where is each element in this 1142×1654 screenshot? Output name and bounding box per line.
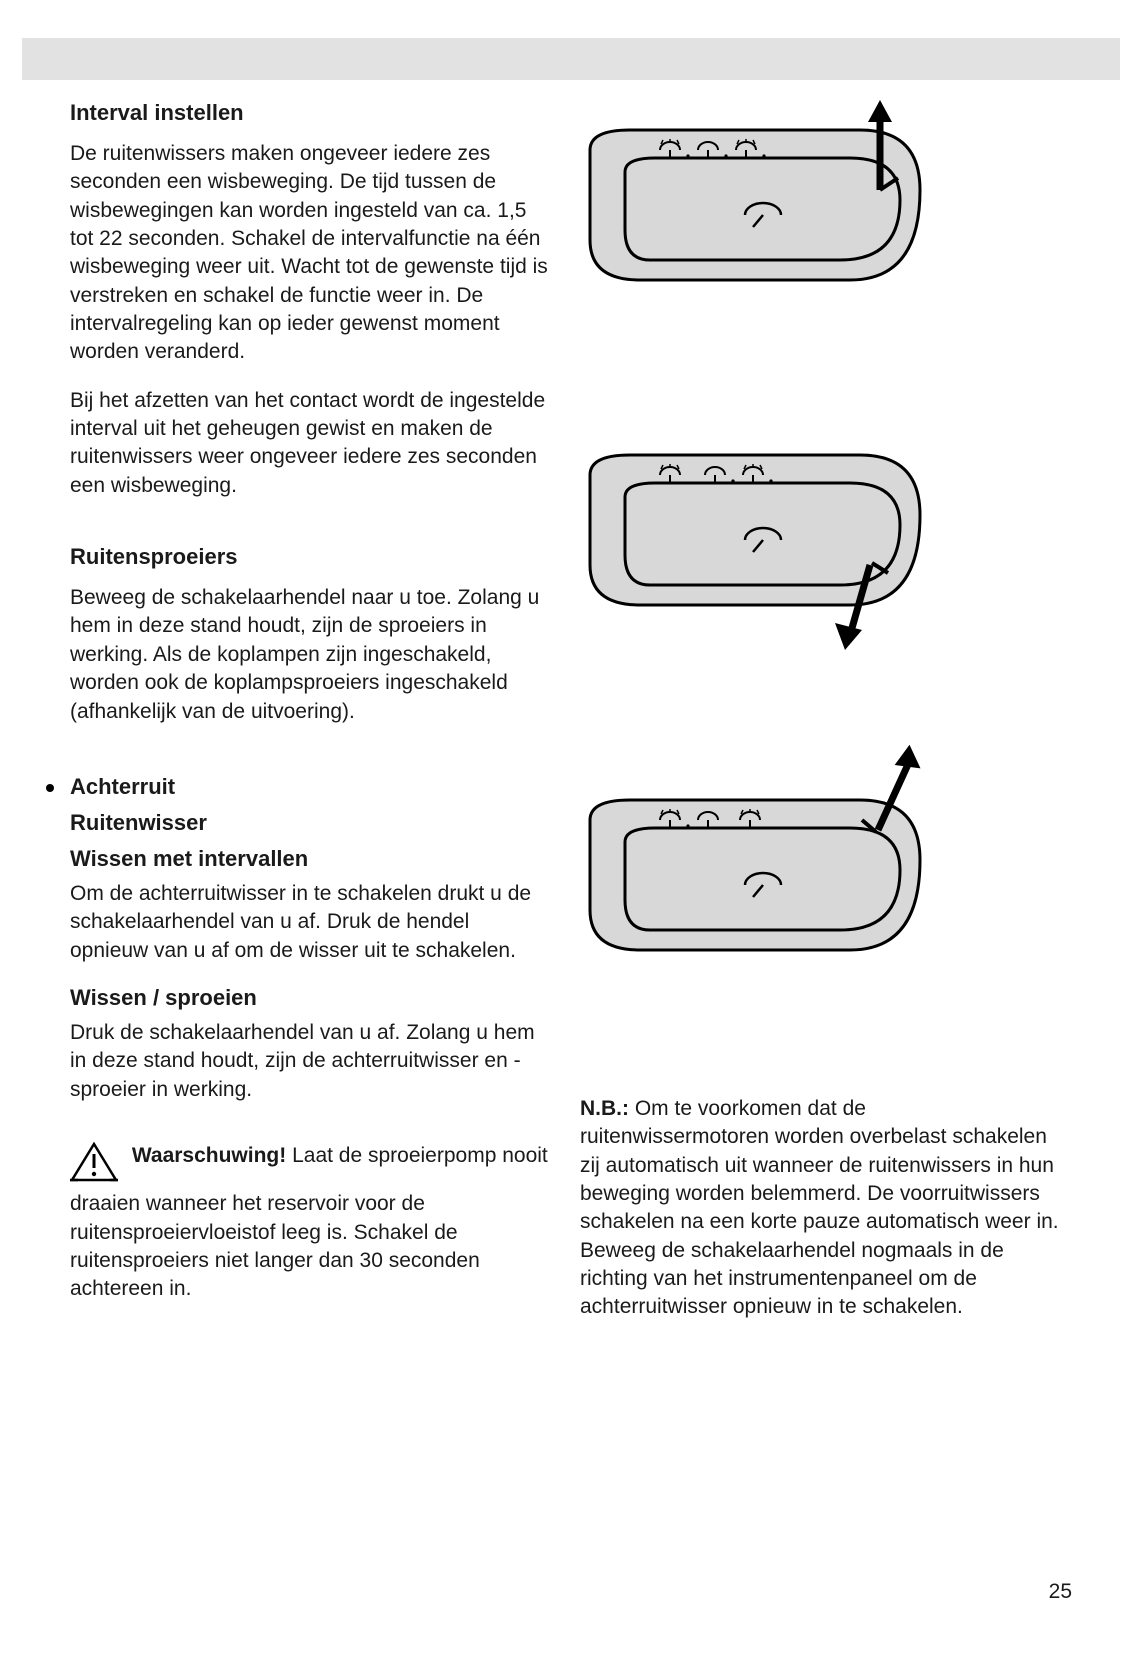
- warning-label: Waarschuwing!: [132, 1144, 286, 1167]
- bullet-dot-icon: [46, 784, 54, 792]
- heading-interval: Interval instellen: [70, 100, 550, 126]
- nb-label: N.B.:: [580, 1097, 629, 1120]
- nb-paragraph: N.B.: Om te voorkomen dat de ruitenwisse…: [580, 1095, 1060, 1322]
- left-column: Interval instellen De ruitenwissers make…: [70, 100, 550, 1304]
- warning-triangle-icon: [70, 1142, 118, 1190]
- header-bar: [22, 38, 1120, 80]
- heading-achterruit: Achterruit: [70, 774, 175, 800]
- right-column: N.B.: Om te voorkomen dat de ruitenwisse…: [580, 100, 1060, 1342]
- page: Interval instellen De ruitenwissers make…: [0, 0, 1142, 1654]
- heading-sproeiers: Ruitensproeiers: [70, 544, 550, 570]
- para-sproeiers-1: Beweeg de schakelaarhendel naar u toe. Z…: [70, 584, 550, 726]
- para-interval-2: Bij het afzetten van het contact wordt d…: [70, 387, 550, 500]
- warning-text: Waarschuwing! Laat de sproeierpomp nooit…: [70, 1142, 550, 1304]
- diagram-lever-upright: [580, 740, 1060, 985]
- nb-text: Om te voorkomen dat de ruitenwissermotor…: [580, 1097, 1059, 1318]
- warning-body: Laat de sproeierpomp nooit draaien wanne…: [70, 1144, 548, 1300]
- warning-block: Waarschuwing! Laat de sproeierpomp nooit…: [70, 1142, 550, 1304]
- heading-wissen-interval: Wissen met intervallen: [70, 846, 550, 872]
- heading-ruitenwisser: Ruitenwisser: [70, 810, 550, 836]
- page-number: 25: [1049, 1580, 1072, 1604]
- para-achter-1: Om de achterruitwisser in te schakelen d…: [70, 880, 550, 965]
- lever-body-icon: [590, 130, 920, 280]
- para-achter-2: Druk de schakelaarhendel van u af. Zolan…: [70, 1019, 550, 1104]
- para-interval-1: De ruitenwissers maken ongeveer iedere z…: [70, 140, 550, 367]
- diagram-lever-up: [580, 100, 1060, 325]
- heading-wissen-sproeien: Wissen / sproeien: [70, 985, 550, 1011]
- lever-body-icon-2: [590, 455, 920, 605]
- lever-body-icon-3: [590, 800, 920, 950]
- diagram-lever-down: [580, 425, 1060, 670]
- bullet-achterruit: Achterruit: [46, 774, 550, 800]
- achterruit-block: Ruitenwisser Wissen met intervallen Om d…: [70, 810, 550, 1104]
